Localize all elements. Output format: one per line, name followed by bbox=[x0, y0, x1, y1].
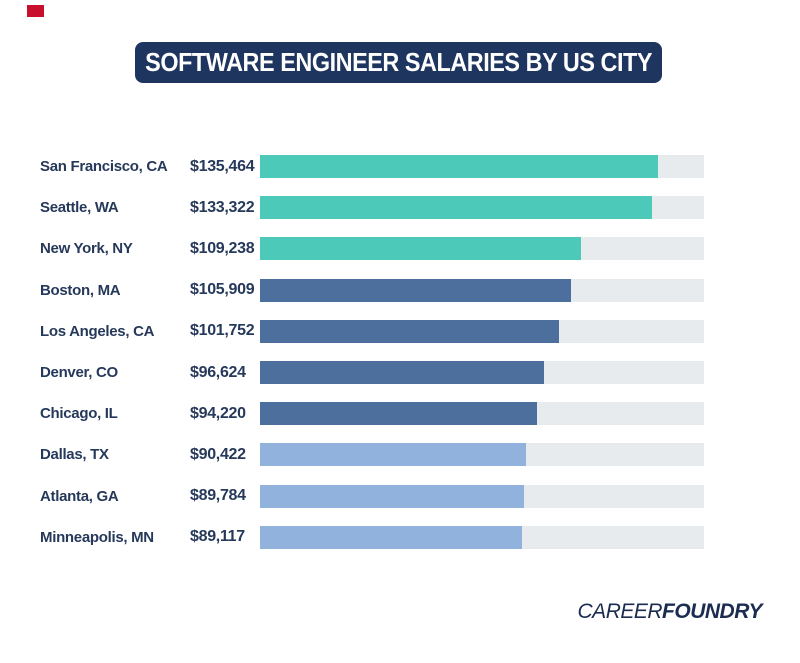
salary-value: $90,422 bbox=[190, 445, 246, 463]
bar-row: Denver, CO $96,624 bbox=[40, 352, 704, 393]
salary-value: $101,752 bbox=[190, 322, 255, 340]
city-label: Atlanta, GA bbox=[40, 487, 119, 505]
bar-row: Atlanta, GA $89,784 bbox=[40, 476, 704, 517]
salary-value: $89,784 bbox=[190, 487, 246, 505]
chart-title-banner: SOFTWARE ENGINEER SALARIES BY US CITY bbox=[135, 42, 662, 83]
city-label: San Francisco, CA bbox=[40, 158, 168, 176]
salary-value: $94,220 bbox=[190, 404, 246, 422]
salary-value: $109,238 bbox=[190, 239, 255, 257]
city-label: Minneapolis, MN bbox=[40, 528, 154, 546]
city-label: Boston, MA bbox=[40, 281, 121, 299]
salary-value: $89,117 bbox=[190, 528, 245, 546]
bar-track bbox=[260, 196, 704, 220]
salary-value: $105,909 bbox=[190, 281, 255, 299]
bar-fill bbox=[260, 525, 523, 549]
logo-text-career: CAREER bbox=[577, 600, 663, 623]
bar-fill bbox=[260, 196, 652, 220]
bar-fill bbox=[260, 484, 524, 508]
chart-title: SOFTWARE ENGINEER SALARIES BY US CITY bbox=[145, 47, 652, 77]
careerfoundry-logo: CAREERFOUNDRY bbox=[577, 600, 763, 624]
city-label: Seattle, WA bbox=[40, 199, 119, 217]
salary-value: $96,624 bbox=[190, 363, 246, 381]
bar-track bbox=[260, 278, 704, 302]
bar-track bbox=[260, 361, 704, 385]
bar-row: San Francisco, CA $135,464 bbox=[40, 146, 704, 187]
bar-track bbox=[260, 484, 704, 508]
bar-fill bbox=[260, 443, 526, 467]
red-marker bbox=[27, 5, 44, 17]
bar-fill bbox=[260, 361, 545, 385]
city-label: Chicago, IL bbox=[40, 405, 118, 423]
salary-value: $133,322 bbox=[190, 198, 255, 216]
logo-text-foundry: FOUNDRY bbox=[662, 600, 762, 623]
bar-row: Seattle, WA $133,322 bbox=[40, 187, 704, 228]
bar-track bbox=[260, 443, 704, 467]
bar-track bbox=[260, 525, 704, 549]
bar-row: New York, NY $109,238 bbox=[40, 228, 704, 269]
bar-row: Chicago, IL $94,220 bbox=[40, 393, 704, 434]
bar-fill bbox=[260, 278, 572, 302]
bar-track bbox=[260, 402, 704, 426]
bar-track bbox=[260, 237, 704, 261]
city-label: Los Angeles, CA bbox=[40, 322, 155, 340]
bar-row: Boston, MA $105,909 bbox=[40, 270, 704, 311]
salary-bar-chart: San Francisco, CA $135,464 Seattle, WA $133… bbox=[40, 146, 704, 558]
bar-fill bbox=[260, 402, 538, 426]
city-label: Dallas, TX bbox=[40, 446, 109, 464]
bar-fill bbox=[260, 237, 582, 261]
city-label: New York, NY bbox=[40, 240, 133, 258]
bar-row: Minneapolis, MN $89,117 bbox=[40, 517, 704, 558]
bar-row: Los Angeles, CA $101,752 bbox=[40, 311, 704, 352]
bar-fill bbox=[260, 319, 560, 343]
bar-row: Dallas, TX $90,422 bbox=[40, 434, 704, 475]
bar-track bbox=[260, 319, 704, 343]
bar-track bbox=[260, 155, 704, 179]
salary-value: $135,464 bbox=[190, 157, 255, 175]
bar-fill bbox=[260, 155, 659, 179]
city-label: Denver, CO bbox=[40, 364, 118, 382]
